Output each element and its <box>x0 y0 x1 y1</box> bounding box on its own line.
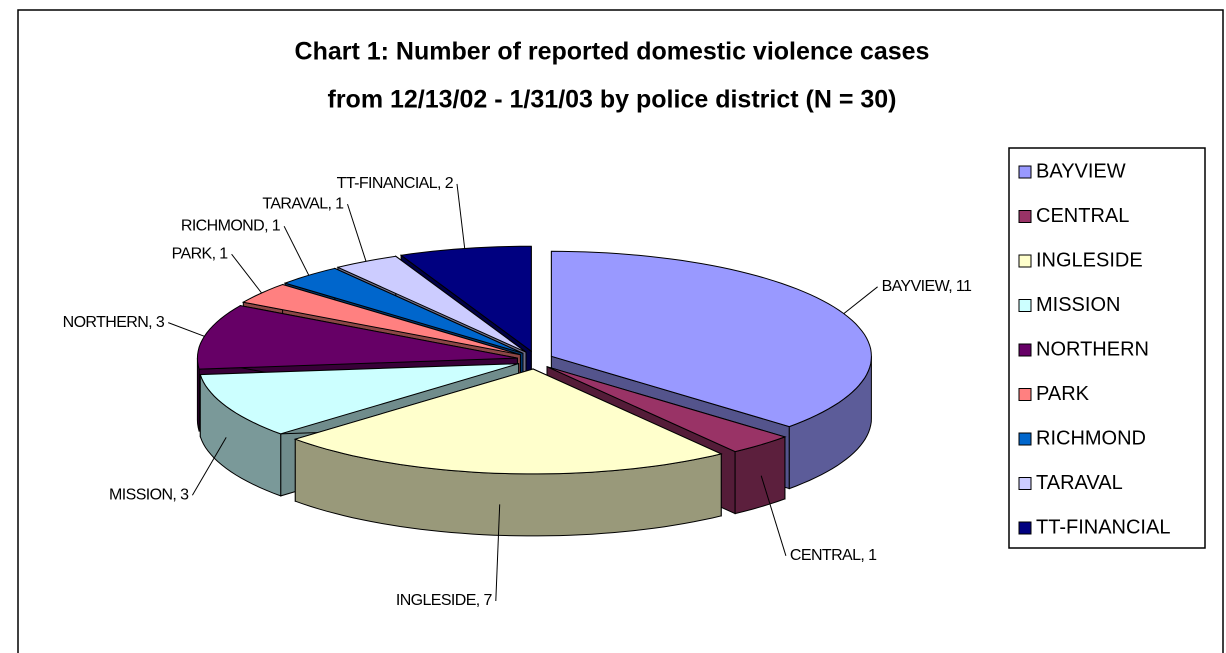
data-label: BAYVIEW, 11 <box>882 278 972 295</box>
legend-swatch <box>1018 165 1032 179</box>
chart-title: Chart 1: Number of reported domestic vio… <box>295 38 930 66</box>
slice-top <box>546 366 787 453</box>
data-label: PARK, 1 <box>172 245 229 262</box>
legend-swatch <box>1018 299 1032 312</box>
legend-swatch <box>1018 388 1032 401</box>
legend-label: TARAVAL <box>1036 472 1123 494</box>
legend-swatch <box>1018 432 1032 446</box>
leader-line <box>843 286 878 314</box>
leader-line <box>168 322 205 337</box>
legend-swatch <box>1018 521 1032 535</box>
data-label: TARAVAL, 1 <box>262 195 344 212</box>
legend-label: TT-FINANCIAL <box>1036 516 1170 538</box>
legend-label: RICHMOND <box>1036 427 1146 449</box>
leader-line <box>231 253 262 294</box>
legend-swatch <box>1018 254 1032 268</box>
data-label: RICHMOND, 1 <box>181 217 281 234</box>
legend-label: CENTRAL <box>1036 205 1129 227</box>
leader-line <box>191 437 227 496</box>
leader-line <box>283 225 310 276</box>
data-label: CENTRAL, 1 <box>790 547 877 564</box>
legend-swatch <box>1018 210 1032 223</box>
leader-line <box>760 475 787 556</box>
data-label: NORTHERN, 3 <box>63 314 165 331</box>
legend-label: NORTHERN <box>1036 338 1149 360</box>
slice-top <box>199 363 519 435</box>
legend-label: INGLESIDE <box>1036 249 1143 271</box>
legend-label: BAYVIEW <box>1036 160 1126 182</box>
leader-line <box>456 183 466 249</box>
leader-line <box>495 504 501 602</box>
slice-top <box>293 368 723 475</box>
legend-swatch <box>1018 477 1032 490</box>
legend-label: MISSION <box>1036 294 1120 316</box>
data-label: TT-FINANCIAL, 2 <box>337 175 454 192</box>
legend-swatch <box>1018 343 1032 357</box>
legend-label: PARK <box>1036 383 1090 405</box>
data-label: INGLESIDE, 7 <box>396 592 493 609</box>
legend <box>1008 147 1206 549</box>
leader-line <box>347 203 367 262</box>
slice-top <box>336 255 527 353</box>
data-label: MISSION, 3 <box>109 486 189 503</box>
slice <box>293 368 723 537</box>
chart-title: from 12/13/02 - 1/31/03 by police distri… <box>328 86 897 114</box>
pie <box>196 245 872 537</box>
